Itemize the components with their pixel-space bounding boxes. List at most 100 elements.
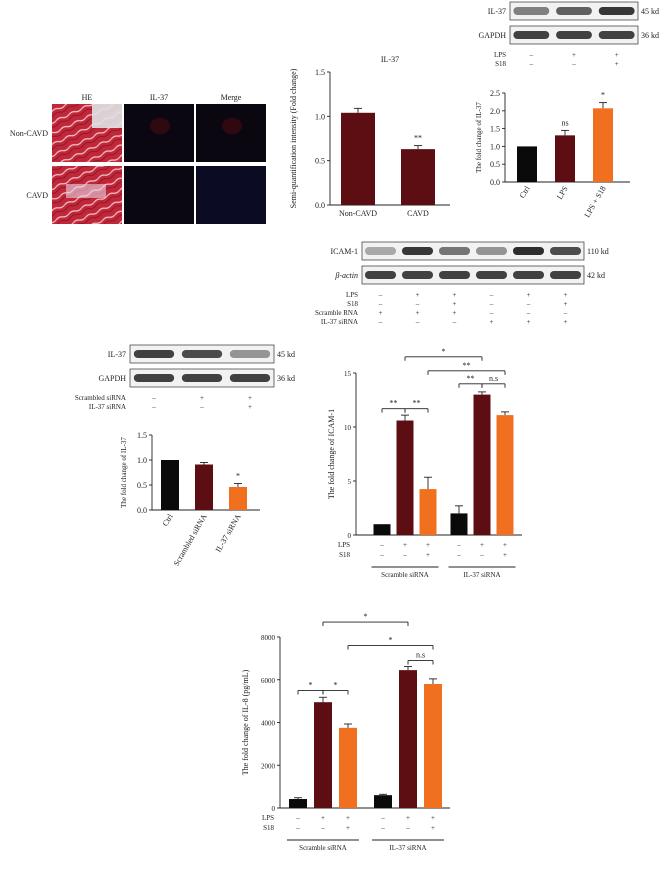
icam1-y-tick-label: 0 <box>348 532 352 540</box>
icam-condition-mark: + <box>564 291 568 299</box>
semiquant-title: IL-37 <box>381 55 399 64</box>
top-condition-mark: + <box>572 51 576 59</box>
il37_sirna-y-label: The fold change of IL-37 <box>120 437 128 508</box>
he-calcified-region <box>66 184 106 198</box>
top-band <box>556 7 592 15</box>
top-band <box>556 31 592 39</box>
semiquant-y-tick-label: 1.5 <box>315 68 325 77</box>
il37_lps-y-tick-label: 2.0 <box>490 107 500 116</box>
icam1-condition-mark: + <box>480 541 484 549</box>
il37_sirna-y-tick-label: 0.5 <box>137 481 147 490</box>
il8-y-tick-label: 6000 <box>261 677 276 685</box>
icam1-condition-mark: – <box>402 551 407 559</box>
il8-bracket-label: n.s <box>416 651 425 660</box>
sirna-row-label: GAPDH <box>98 374 126 383</box>
icam-row-label: ICAM-1 <box>330 247 358 256</box>
icam-band <box>512 271 545 279</box>
top-kd-label: 45 kd <box>641 7 659 16</box>
il37_sirna-category-label: Ctrl <box>161 512 175 528</box>
icam-condition-mark: + <box>527 318 531 326</box>
sirna-condition-mark: + <box>248 403 252 411</box>
icam-condition-mark: – <box>378 300 383 308</box>
il37_sirna-significance-label: * <box>236 472 240 481</box>
icam-band <box>475 271 508 279</box>
icam-band <box>512 247 545 255</box>
icam1-bracket-label: * <box>442 347 446 356</box>
il37_lps-bar <box>593 108 613 182</box>
dapi-overlay <box>196 166 266 224</box>
icam1-condition-mark: + <box>503 541 507 549</box>
il8-condition-label: S18 <box>263 824 274 832</box>
icam-condition-mark: – <box>489 309 494 317</box>
icam-condition-label: LPS <box>346 291 358 299</box>
top-band <box>513 31 550 39</box>
top-condition-label: S18 <box>495 60 506 68</box>
top-row-label: IL-37 <box>488 7 506 16</box>
il8-bracket-label: * <box>309 680 313 689</box>
il37_lps-y-tick-label: 1.0 <box>490 142 500 151</box>
icam1-bar <box>396 420 414 535</box>
sirna-condition-label: Scrambled siRNA <box>75 394 126 402</box>
il37_lps-category-label: LPS <box>555 185 570 201</box>
il8-bar <box>399 670 417 808</box>
sirna-band <box>133 374 175 382</box>
sirna-kd-label: 45 kd <box>277 350 295 359</box>
il8-y-label: The fold change of IL-8 (pg/mL) <box>241 669 250 775</box>
semiquant-y-tick-label: 0.0 <box>315 201 325 210</box>
il8-condition-mark: + <box>346 814 350 822</box>
icam1-condition-label: S18 <box>339 551 350 559</box>
il37_sirna-y-tick-label: 1.0 <box>137 456 147 465</box>
icam-condition-mark: – <box>526 309 531 317</box>
icam1-bar <box>496 415 514 535</box>
icam1-bracket-label: ** <box>467 374 475 383</box>
icam1-bar <box>450 513 468 535</box>
il8-chart: 0 2000 4000 6000 8000 The fold change of IL-8… <box>241 612 450 852</box>
he-background-region <box>92 104 122 128</box>
icam-band <box>401 271 434 279</box>
il8-bracket-label: * <box>364 612 368 621</box>
histology-col-il37-label: IL-37 <box>150 93 168 102</box>
icam-band <box>364 247 397 255</box>
sirna-condition-mark: + <box>200 394 204 402</box>
histology-col-he-label: HE <box>82 93 93 102</box>
il8-y-tick-label: 8000 <box>261 634 276 642</box>
icam1-bar <box>373 524 391 535</box>
icam-condition-mark: + <box>453 300 457 308</box>
icam1-bracket-label: ** <box>390 399 398 408</box>
icam-condition-mark: – <box>526 300 531 308</box>
icam-condition-mark: – <box>563 309 568 317</box>
il8-y-tick-label: 0 <box>272 805 276 813</box>
il8-bracket-label: * <box>389 636 393 645</box>
icam-condition-mark: + <box>416 291 420 299</box>
fluorescence-signal <box>150 118 170 134</box>
il37_lps-category-label: Ctrl <box>518 184 532 200</box>
top-row-label: GAPDH <box>478 31 506 40</box>
icam1-condition-mark: + <box>426 541 430 549</box>
icam-band <box>549 271 582 279</box>
icam1-bar <box>473 394 491 535</box>
il8-bar <box>424 684 442 808</box>
icam-condition-mark: – <box>452 318 457 326</box>
il37_sirna-y-tick-label: 0.0 <box>137 506 147 515</box>
icam-kd-label: 110 kd <box>587 247 609 256</box>
sirna-condition-label: IL-37 siRNA <box>89 403 126 411</box>
icam1-condition-mark: + <box>403 541 407 549</box>
il37_lps-y-label: The fold change of IL-37 <box>475 102 483 173</box>
fluorescence-signal <box>222 118 242 134</box>
icam-condition-mark: + <box>379 309 383 317</box>
icam-condition-mark: + <box>527 291 531 299</box>
top-band <box>513 7 550 15</box>
icam-condition-mark: + <box>453 291 457 299</box>
icam-condition-mark: – <box>489 300 494 308</box>
top-condition-mark: – <box>529 51 534 59</box>
icam-band <box>475 247 508 255</box>
icam-condition-mark: – <box>378 291 383 299</box>
il8-bar <box>289 799 307 808</box>
icam1-condition-mark: – <box>379 541 384 549</box>
top-condition-label: LPS <box>494 51 506 59</box>
il37_sirna-bar <box>161 460 179 510</box>
icam-membrane <box>361 241 585 261</box>
